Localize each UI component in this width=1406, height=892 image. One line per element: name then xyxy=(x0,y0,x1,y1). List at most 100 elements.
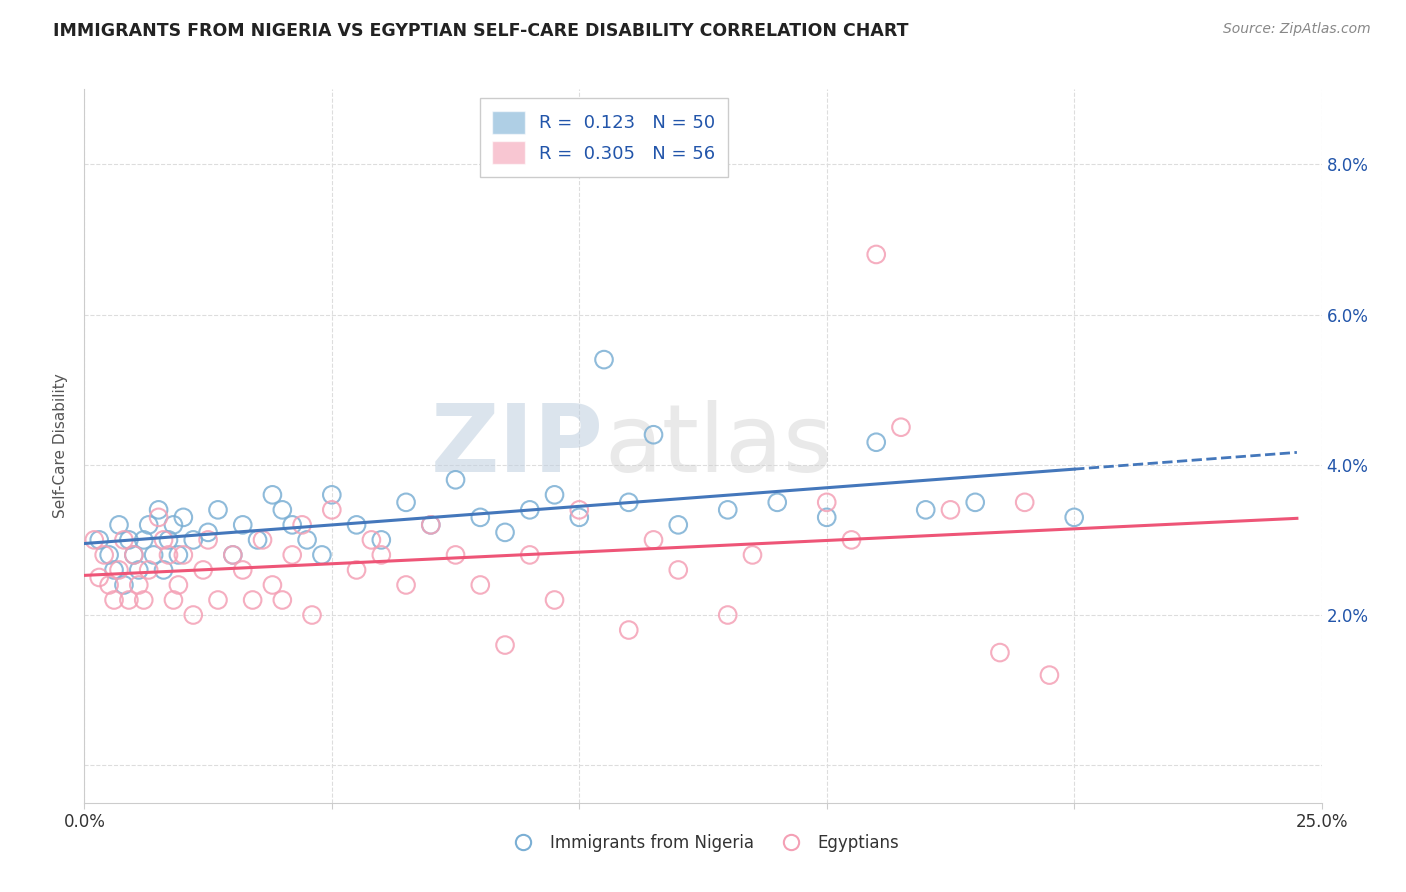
Point xyxy=(112,578,135,592)
Point xyxy=(1063,510,1085,524)
Point xyxy=(643,533,665,547)
Point xyxy=(717,607,740,622)
Point xyxy=(252,533,274,547)
Point xyxy=(301,607,323,622)
Point xyxy=(815,510,838,524)
Point xyxy=(138,517,160,532)
Point xyxy=(207,593,229,607)
Point xyxy=(419,517,441,532)
Point xyxy=(1014,495,1036,509)
Point xyxy=(568,510,591,524)
Point xyxy=(321,503,343,517)
Point xyxy=(222,548,245,562)
Point xyxy=(470,510,492,524)
Point xyxy=(157,548,180,562)
Point xyxy=(152,533,174,547)
Point xyxy=(103,563,125,577)
Text: IMMIGRANTS FROM NIGERIA VS EGYPTIAN SELF-CARE DISABILITY CORRELATION CHART: IMMIGRANTS FROM NIGERIA VS EGYPTIAN SELF… xyxy=(53,22,908,40)
Point xyxy=(98,578,121,592)
Point xyxy=(128,578,150,592)
Point xyxy=(148,510,170,524)
Point xyxy=(395,578,418,592)
Point xyxy=(112,533,135,547)
Point xyxy=(118,593,141,607)
Point xyxy=(666,517,689,532)
Text: ZIP: ZIP xyxy=(432,400,605,492)
Point xyxy=(346,517,368,532)
Point xyxy=(346,563,368,577)
Point xyxy=(122,548,145,562)
Point xyxy=(617,495,640,509)
Point xyxy=(246,533,269,547)
Point xyxy=(103,593,125,607)
Point xyxy=(148,503,170,517)
Point xyxy=(108,563,131,577)
Point xyxy=(717,503,740,517)
Point xyxy=(142,548,165,562)
Point xyxy=(766,495,789,509)
Point xyxy=(543,488,565,502)
Point xyxy=(841,533,863,547)
Point xyxy=(118,533,141,547)
Point xyxy=(172,548,194,562)
Point xyxy=(360,533,382,547)
Point xyxy=(108,517,131,532)
Point xyxy=(988,646,1011,660)
Point xyxy=(271,503,294,517)
Point xyxy=(242,593,264,607)
Point xyxy=(321,488,343,502)
Point xyxy=(494,638,516,652)
Point xyxy=(370,533,392,547)
Point xyxy=(132,533,155,547)
Point xyxy=(262,578,284,592)
Point xyxy=(132,593,155,607)
Point xyxy=(311,548,333,562)
Point xyxy=(965,495,987,509)
Point xyxy=(181,533,204,547)
Point xyxy=(167,548,190,562)
Point xyxy=(543,593,565,607)
Point xyxy=(98,548,121,562)
Point xyxy=(295,533,318,547)
Point xyxy=(914,503,936,517)
Point xyxy=(181,607,204,622)
Point xyxy=(444,548,467,562)
Point xyxy=(370,548,392,562)
Text: Source: ZipAtlas.com: Source: ZipAtlas.com xyxy=(1223,22,1371,37)
Point xyxy=(568,503,591,517)
Point xyxy=(890,420,912,434)
Point xyxy=(262,488,284,502)
Point xyxy=(83,533,105,547)
Point xyxy=(128,563,150,577)
Point xyxy=(172,510,194,524)
Point xyxy=(593,352,616,367)
Point xyxy=(167,578,190,592)
Point xyxy=(865,247,887,261)
Point xyxy=(89,570,111,584)
Point xyxy=(93,548,115,562)
Point xyxy=(138,563,160,577)
Point xyxy=(519,548,541,562)
Point xyxy=(865,435,887,450)
Text: atlas: atlas xyxy=(605,400,832,492)
Point xyxy=(197,533,219,547)
Legend: Immigrants from Nigeria, Egyptians: Immigrants from Nigeria, Egyptians xyxy=(501,828,905,859)
Point xyxy=(494,525,516,540)
Point xyxy=(419,517,441,532)
Point xyxy=(207,503,229,517)
Point xyxy=(222,548,245,562)
Point xyxy=(162,517,184,532)
Point xyxy=(741,548,763,562)
Point xyxy=(89,533,111,547)
Point xyxy=(643,427,665,442)
Point xyxy=(152,563,174,577)
Point xyxy=(232,517,254,532)
Point xyxy=(519,503,541,517)
Point xyxy=(271,593,294,607)
Point xyxy=(281,548,304,562)
Point xyxy=(1038,668,1060,682)
Point xyxy=(666,563,689,577)
Point xyxy=(162,593,184,607)
Point xyxy=(444,473,467,487)
Point xyxy=(191,563,214,577)
